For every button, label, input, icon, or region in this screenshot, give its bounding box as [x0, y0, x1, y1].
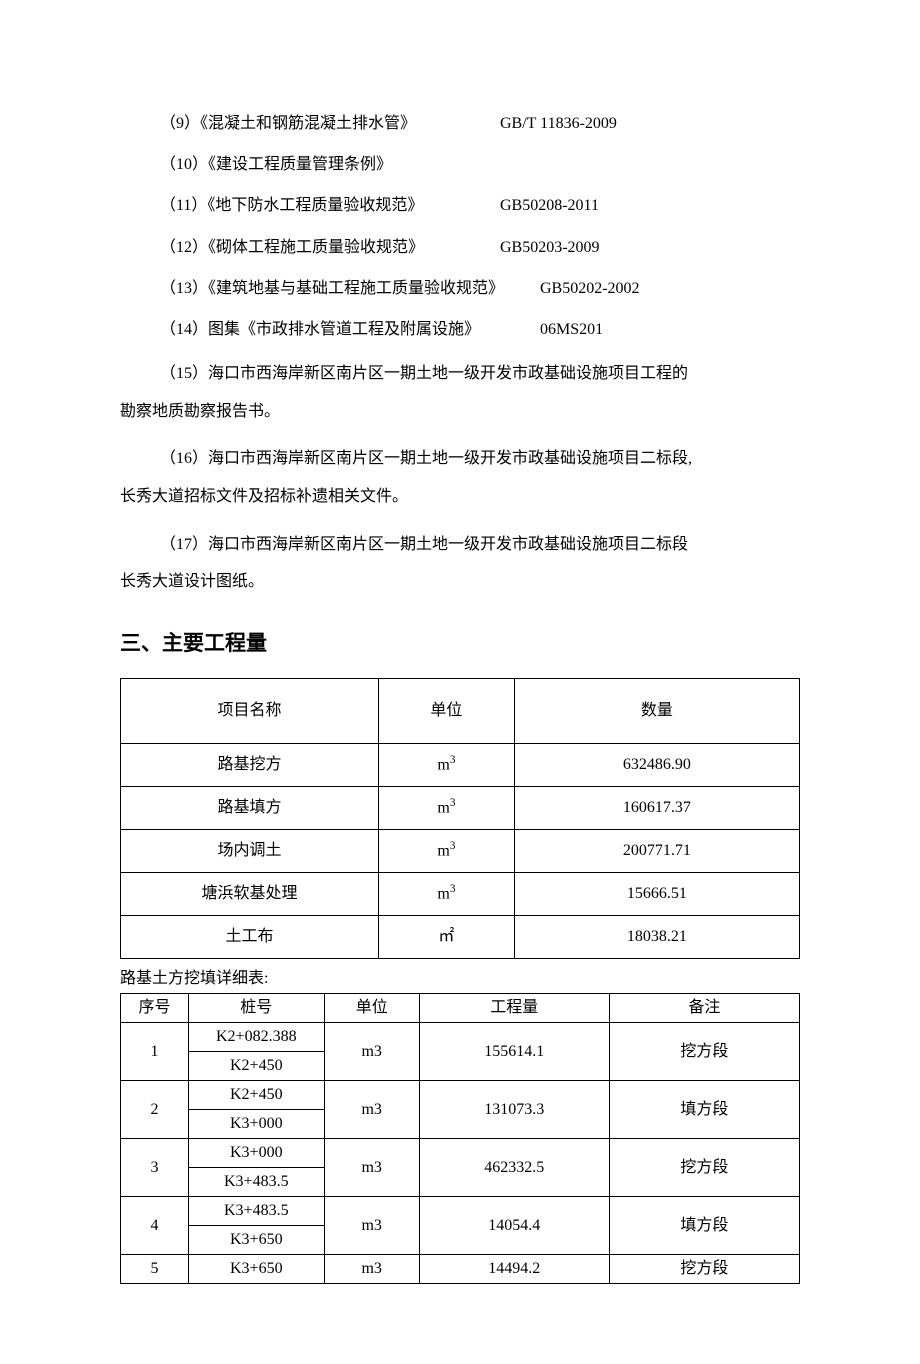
spec-title: （11）《地下防水工程质量验收规范》 — [160, 192, 500, 219]
cell-amt: 155614.1 — [419, 1023, 609, 1081]
spec-item: （10）《建设工程质量管理条例》 — [120, 151, 800, 178]
table-row: 1 K2+082.388 m3 155614.1 挖方段 — [121, 1023, 800, 1052]
paragraph-16: （16）海口市西海岸新区南片区一期土地一级开发市政基础设施项目二标段, — [120, 442, 800, 476]
cell-seq: 4 — [121, 1197, 189, 1255]
paragraph-15-cont: 勘察地质勘察报告书。 — [120, 395, 800, 429]
quantities-table: 项目名称 单位 数量 路基挖方 m3 632486.90 路基填方 m3 160… — [120, 678, 800, 959]
paragraph-15: （15）海口市西海岸新区南片区一期土地一级开发市政基础设施项目工程的 — [120, 357, 800, 391]
cell-note: 填方段 — [609, 1081, 799, 1139]
table-row: 场内调土 m3 200771.71 — [121, 830, 800, 873]
header-seq: 序号 — [121, 994, 189, 1023]
cell-seq: 2 — [121, 1081, 189, 1139]
document-page: （9）《混凝土和钢筋混凝土排水管》 GB/T 11836-2009 （10）《建… — [0, 0, 920, 1364]
cell-pile: K2+082.388 — [188, 1023, 324, 1052]
cell-amt: 462332.5 — [419, 1139, 609, 1197]
cell-amt: 131073.3 — [419, 1081, 609, 1139]
cell-amt: 14054.4 — [419, 1197, 609, 1255]
table-row: 2 K2+450 m3 131073.3 填方段 — [121, 1081, 800, 1110]
header-pile: 桩号 — [188, 994, 324, 1023]
cell-unit: m3 — [379, 830, 515, 873]
cell-pile: K3+483.5 — [188, 1197, 324, 1226]
table-row: 路基填方 m3 160617.37 — [121, 787, 800, 830]
header-name: 项目名称 — [121, 679, 379, 744]
paragraph-16-cont: 长秀大道招标文件及招标补遗相关文件。 — [120, 480, 800, 514]
spec-item: （12）《砌体工程施工质量验收规范》 GB50203-2009 — [120, 234, 800, 261]
cell-unit: m3 — [324, 1023, 419, 1081]
paragraph-17-cont: 长秀大道设计图纸。 — [120, 565, 800, 599]
cell-unit: m3 — [379, 873, 515, 916]
cell-name: 场内调土 — [121, 830, 379, 873]
para-text: （17）海口市西海岸新区南片区一期土地一级开发市政基础设施项目二标段 — [160, 536, 688, 553]
cell-pile: K3+000 — [188, 1110, 324, 1139]
cell-pile: K3+650 — [188, 1255, 324, 1284]
paragraph-17: （17）海口市西海岸新区南片区一期土地一级开发市政基础设施项目二标段 — [120, 528, 800, 562]
cell-pile: K2+450 — [188, 1081, 324, 1110]
cell-note: 挖方段 — [609, 1255, 799, 1284]
spec-item: （14）图集《市政排水管道工程及附属设施》 06MS201 — [120, 316, 800, 343]
table-header-row: 项目名称 单位 数量 — [121, 679, 800, 744]
cell-pile: K3+483.5 — [188, 1168, 324, 1197]
cell-unit: m3 — [324, 1255, 419, 1284]
spec-item: （9）《混凝土和钢筋混凝土排水管》 GB/T 11836-2009 — [120, 110, 800, 137]
cell-unit: m3 — [324, 1197, 419, 1255]
header-qty: 数量 — [514, 679, 799, 744]
spec-title: （12）《砌体工程施工质量验收规范》 — [160, 234, 500, 261]
spec-title: （9）《混凝土和钢筋混凝土排水管》 — [160, 110, 500, 137]
cell-note: 挖方段 — [609, 1023, 799, 1081]
spec-title: （13）《建筑地基与基础工程施工质量验收规范》 — [160, 275, 540, 302]
table-row: 塘浜软基处理 m3 15666.51 — [121, 873, 800, 916]
para-text: （16）海口市西海岸新区南片区一期土地一级开发市政基础设施项目二标段, — [160, 450, 692, 467]
cell-name: 路基挖方 — [121, 744, 379, 787]
cell-pile: K2+450 — [188, 1052, 324, 1081]
cell-qty: 632486.90 — [514, 744, 799, 787]
cell-seq: 3 — [121, 1139, 189, 1197]
header-unit: 单位 — [379, 679, 515, 744]
detail-table: 序号 桩号 单位 工程量 备注 1 K2+082.388 m3 155614.1… — [120, 993, 800, 1284]
para-text: （15）海口市西海岸新区南片区一期土地一级开发市政基础设施项目工程的 — [160, 365, 688, 382]
header-unit: 单位 — [324, 994, 419, 1023]
spec-title: （14）图集《市政排水管道工程及附属设施》 — [160, 316, 540, 343]
spec-code: GB50202-2002 — [540, 275, 800, 302]
cell-qty: 15666.51 — [514, 873, 799, 916]
cell-unit: ㎡ — [379, 916, 515, 959]
spec-code: 06MS201 — [540, 316, 800, 343]
header-note: 备注 — [609, 994, 799, 1023]
cell-pile: K3+650 — [188, 1226, 324, 1255]
spec-code: GB50208-2011 — [500, 192, 800, 219]
cell-qty: 160617.37 — [514, 787, 799, 830]
spec-code: GB/T 11836-2009 — [500, 110, 800, 137]
cell-unit: m3 — [379, 744, 515, 787]
cell-seq: 5 — [121, 1255, 189, 1284]
cell-qty: 18038.21 — [514, 916, 799, 959]
detail-table-caption: 路基土方挖填详细表: — [120, 967, 800, 991]
cell-pile: K3+000 — [188, 1139, 324, 1168]
cell-note: 填方段 — [609, 1197, 799, 1255]
spec-item: （11）《地下防水工程质量验收规范》 GB50208-2011 — [120, 192, 800, 219]
table-row: 路基挖方 m3 632486.90 — [121, 744, 800, 787]
cell-note: 挖方段 — [609, 1139, 799, 1197]
cell-qty: 200771.71 — [514, 830, 799, 873]
spec-item: （13）《建筑地基与基础工程施工质量验收规范》 GB50202-2002 — [120, 275, 800, 302]
cell-name: 土工布 — [121, 916, 379, 959]
spec-code — [500, 151, 800, 178]
cell-amt: 14494.2 — [419, 1255, 609, 1284]
table-row: 4 K3+483.5 m3 14054.4 填方段 — [121, 1197, 800, 1226]
table-header-row: 序号 桩号 单位 工程量 备注 — [121, 994, 800, 1023]
header-amt: 工程量 — [419, 994, 609, 1023]
table-row: 土工布 ㎡ 18038.21 — [121, 916, 800, 959]
table-row: 5 K3+650 m3 14494.2 挖方段 — [121, 1255, 800, 1284]
cell-name: 塘浜软基处理 — [121, 873, 379, 916]
spec-code: GB50203-2009 — [500, 234, 800, 261]
section-heading: 三、主要工程量 — [120, 627, 800, 661]
table-row: 3 K3+000 m3 462332.5 挖方段 — [121, 1139, 800, 1168]
cell-unit: m3 — [379, 787, 515, 830]
spec-title: （10）《建设工程质量管理条例》 — [160, 151, 500, 178]
cell-seq: 1 — [121, 1023, 189, 1081]
cell-unit: m3 — [324, 1081, 419, 1139]
cell-unit: m3 — [324, 1139, 419, 1197]
cell-name: 路基填方 — [121, 787, 379, 830]
